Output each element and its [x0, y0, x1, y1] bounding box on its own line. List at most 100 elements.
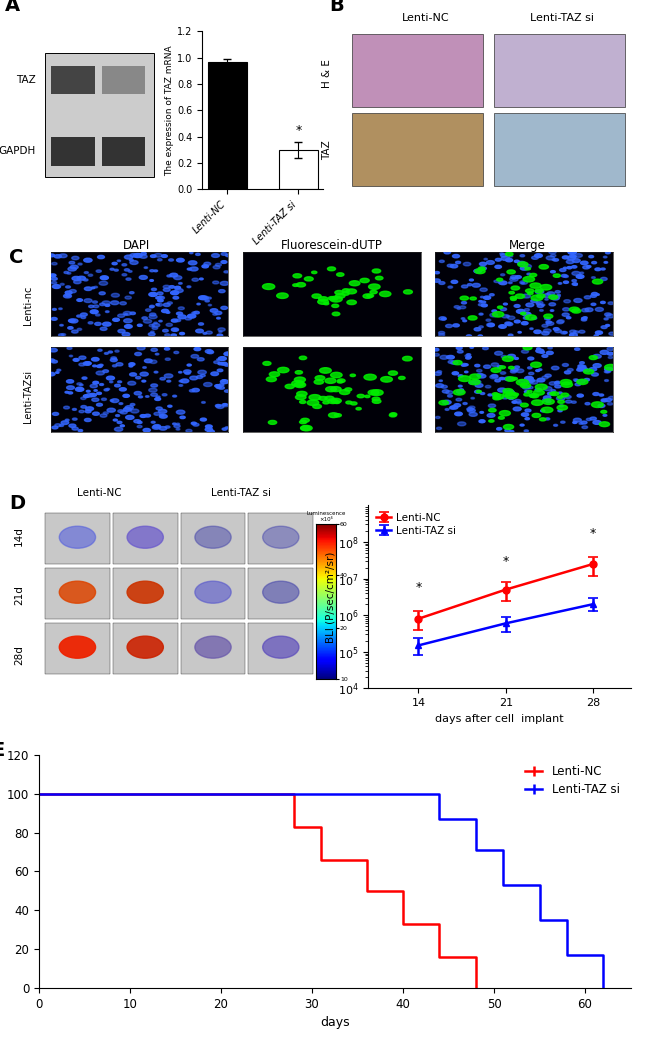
Circle shape [155, 397, 161, 400]
Circle shape [70, 319, 78, 323]
Circle shape [546, 352, 553, 355]
Circle shape [578, 331, 585, 333]
Circle shape [86, 393, 94, 397]
Circle shape [589, 256, 593, 258]
Text: A: A [5, 0, 20, 16]
Circle shape [510, 370, 517, 373]
Circle shape [171, 334, 176, 337]
Circle shape [65, 419, 69, 421]
Circle shape [86, 407, 94, 411]
Circle shape [134, 254, 142, 258]
Circle shape [604, 318, 608, 320]
Circle shape [582, 365, 586, 367]
Circle shape [495, 265, 501, 268]
FancyBboxPatch shape [45, 53, 154, 177]
FancyBboxPatch shape [51, 137, 95, 165]
Circle shape [64, 294, 72, 297]
Circle shape [183, 370, 191, 373]
Circle shape [179, 333, 185, 335]
Circle shape [517, 401, 522, 404]
Circle shape [218, 328, 225, 331]
Circle shape [560, 380, 572, 385]
Circle shape [563, 308, 569, 311]
Circle shape [200, 278, 203, 280]
Circle shape [125, 324, 132, 329]
Circle shape [514, 260, 519, 262]
Circle shape [541, 410, 545, 412]
Circle shape [127, 526, 163, 548]
Circle shape [216, 317, 220, 319]
Circle shape [547, 292, 554, 295]
Circle shape [582, 317, 587, 319]
Circle shape [444, 251, 450, 254]
Circle shape [266, 376, 276, 382]
Circle shape [439, 260, 444, 262]
Circle shape [196, 329, 203, 333]
Circle shape [372, 399, 381, 404]
Text: Lenti-nc: Lenti-nc [23, 286, 33, 324]
Circle shape [541, 332, 549, 335]
Circle shape [278, 367, 289, 372]
Circle shape [520, 281, 528, 284]
Circle shape [471, 397, 474, 399]
Circle shape [521, 266, 528, 270]
Circle shape [514, 320, 520, 322]
Circle shape [517, 309, 525, 313]
Circle shape [569, 330, 576, 333]
Circle shape [530, 381, 538, 384]
Circle shape [558, 319, 564, 322]
Circle shape [480, 392, 485, 394]
Circle shape [68, 327, 73, 329]
Circle shape [75, 387, 84, 391]
Circle shape [563, 332, 567, 334]
Circle shape [558, 392, 562, 394]
Circle shape [453, 361, 462, 365]
Circle shape [137, 425, 142, 427]
Circle shape [499, 366, 506, 369]
Circle shape [93, 382, 99, 384]
Circle shape [571, 255, 577, 258]
Circle shape [166, 323, 172, 327]
Circle shape [487, 323, 495, 327]
Circle shape [436, 416, 440, 418]
Circle shape [491, 374, 498, 378]
Circle shape [562, 256, 569, 259]
Circle shape [168, 406, 172, 408]
Circle shape [77, 387, 82, 390]
Circle shape [580, 261, 588, 265]
Bar [208, 61, 247, 189]
Circle shape [551, 310, 554, 311]
Circle shape [571, 265, 577, 268]
Circle shape [210, 309, 218, 312]
Circle shape [220, 380, 229, 384]
Circle shape [138, 396, 142, 398]
Text: Lenti-NC: Lenti-NC [77, 488, 122, 498]
Circle shape [549, 382, 556, 385]
Circle shape [269, 372, 280, 376]
Circle shape [584, 369, 593, 374]
Circle shape [101, 277, 106, 279]
Circle shape [487, 414, 495, 417]
Circle shape [363, 294, 372, 298]
Circle shape [439, 380, 443, 382]
Circle shape [174, 276, 182, 280]
Circle shape [165, 358, 170, 361]
Circle shape [540, 418, 546, 421]
Circle shape [595, 308, 603, 311]
Circle shape [514, 366, 519, 368]
Circle shape [480, 420, 485, 422]
Circle shape [555, 290, 560, 293]
Circle shape [475, 268, 485, 274]
Circle shape [94, 286, 98, 288]
Circle shape [505, 393, 517, 398]
Circle shape [566, 317, 571, 319]
Circle shape [53, 285, 60, 288]
Circle shape [81, 406, 86, 408]
Circle shape [346, 401, 352, 404]
Circle shape [122, 333, 130, 336]
Circle shape [516, 369, 524, 372]
Circle shape [495, 380, 501, 382]
Circle shape [470, 297, 476, 300]
Circle shape [606, 324, 610, 327]
Circle shape [528, 372, 534, 374]
